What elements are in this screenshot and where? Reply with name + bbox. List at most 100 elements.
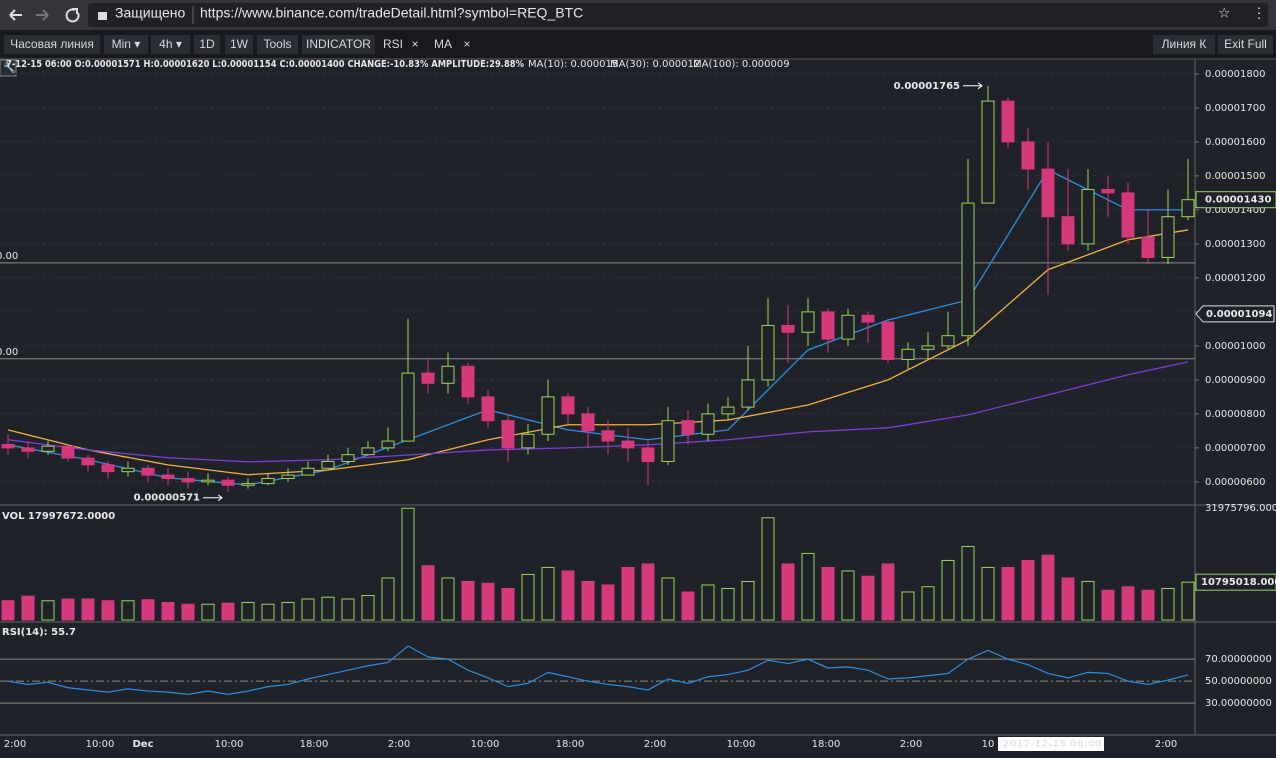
candle-body [621,440,635,449]
candle-body [1001,100,1015,143]
y-tick-label: 0.00001000 [1205,341,1265,352]
candle-body [501,420,515,449]
settings-icon[interactable] [0,59,17,77]
toolbar-label: Часовая линия [10,37,94,51]
url: https://www.binance.com/tradeDetail.html… [200,5,583,21]
volume-bar [81,598,95,621]
candle-body [441,365,455,384]
volume-bar [21,595,35,621]
toolbar-button[interactable] [4,35,100,54]
volume-bar [161,601,175,621]
volume-bar [1061,577,1075,621]
toolbar-label: 1W [230,37,249,51]
time-label: 2:00 [1155,739,1177,750]
volume-bar [981,566,995,621]
toolbar-label: 4h ▾ [159,37,182,51]
volume-bar [761,517,775,621]
candle-body [181,477,195,483]
candle-body [641,447,655,462]
candle-body [721,406,735,415]
volume-bar [341,598,355,621]
volume-bar [441,577,455,621]
toolbar-label: INDICATOR [306,37,371,51]
volume-bar [141,599,155,621]
y-tick-label: 0.00000900 [1205,375,1265,386]
candle-body [821,311,835,340]
time-label: 18:00 [812,739,841,750]
toolbar-button[interactable] [302,35,375,54]
annotation-label: 0.00001765 [894,81,960,92]
volume-bar [1161,587,1175,621]
toolbar-button[interactable] [194,35,220,54]
volume-bar [781,563,795,621]
time-label: 18:00 [556,739,585,750]
volume-bar [401,507,415,621]
candle-body [481,396,495,422]
last-price-box [1195,191,1276,209]
candle-body [1061,216,1075,245]
candle-body [1,443,15,449]
crosshair-box [1195,305,1275,323]
candle-body [241,483,255,486]
forward-button[interactable] [36,9,49,21]
time-label: 10:00 [471,739,500,750]
reload-button[interactable] [65,8,80,23]
toolbar-label[interactable]: × [463,37,470,51]
menu-button[interactable]: ⋮ [1252,5,1266,21]
volume-bar [881,563,895,621]
candle-body [221,479,235,486]
candle-body [1081,188,1095,245]
toolbar-button[interactable] [151,35,190,54]
candle-body [301,467,315,476]
panel-title: VOL 17997672.0000 [2,511,115,522]
toolbar-button[interactable] [1218,35,1273,54]
y-tick-label: 0.00000600 [1205,477,1265,488]
volume-bar [221,602,235,621]
volume-bar [601,584,615,621]
toolbar-button[interactable] [225,35,253,54]
volume-bar [301,598,315,621]
address-bar[interactable] [88,3,1268,27]
volume-bar [1181,581,1195,621]
volume-bar [41,600,55,621]
ma-line [7,361,1189,463]
toolbar-label[interactable]: RSI [383,37,403,51]
toolbar-label: Exit Full [1224,37,1267,51]
toolbar-label[interactable]: MA [434,37,452,51]
back-button[interactable] [9,9,22,21]
candle-body [801,311,815,333]
bookmark-star[interactable]: ☆ [1218,5,1231,21]
lock-icon [98,12,107,20]
toolbar-button[interactable] [104,35,148,54]
y-tick-label: 0.00000700 [1205,443,1265,454]
annotation-arrow [963,82,983,90]
volume-bar [901,591,915,621]
volume-bar [461,580,475,621]
candle-body [961,202,975,337]
toolbar-button[interactable] [1153,35,1215,54]
annotation-arrow [203,494,223,502]
volume-bar [1121,586,1135,621]
candle-body [521,433,535,449]
toolbar [0,30,1276,58]
volume-bar [1021,559,1035,621]
candle-body [941,335,955,347]
toolbar-label: 1D [199,37,215,51]
y-tick-label: 0.00000800 [1205,409,1265,420]
candle-body [21,447,35,452]
candle-body [741,379,755,408]
candle-body [421,372,435,384]
toolbar-button[interactable] [257,35,298,54]
candle-body [401,372,415,442]
candle-body [141,467,155,476]
time-label: 2:00 [900,739,922,750]
volume-bar [941,559,955,621]
time-label: 10 [982,739,995,750]
candle-body [661,420,675,462]
volume-bar [421,565,435,621]
toolbar-label[interactable]: × [411,37,418,51]
volume-bar [281,601,295,621]
volume-bar [1101,589,1115,621]
candle-body [1101,188,1115,194]
